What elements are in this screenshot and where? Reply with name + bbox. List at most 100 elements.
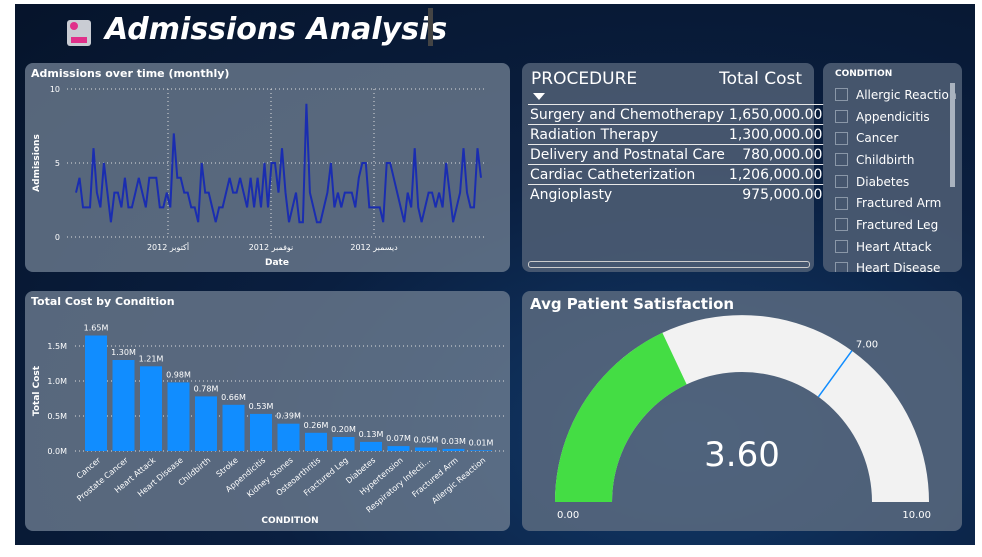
- checkbox[interactable]: [835, 131, 848, 145]
- x-tick-label: نوفمبر 2012: [249, 243, 294, 252]
- checkbox[interactable]: [835, 261, 848, 272]
- procedure-table: Surgery and Chemotherapy 1,650,000.00 Radi…: [528, 104, 825, 204]
- y-tick-label: 1.5M: [47, 342, 67, 351]
- panel-title: Admissions over time (monthly): [31, 67, 230, 80]
- table-row[interactable]: Delivery and Postnatal Care 780,000.00: [528, 144, 825, 165]
- y-axis-title: Admissions: [32, 134, 42, 192]
- y-tick-label: 5: [55, 159, 60, 168]
- slicer-item-label: Fractured Arm: [856, 196, 942, 211]
- checkbox[interactable]: [835, 110, 848, 124]
- data-label: 0.05M: [414, 436, 439, 445]
- slicer-item[interactable]: Childbirth: [835, 149, 956, 171]
- checkbox[interactable]: [835, 218, 848, 232]
- bar: [442, 448, 465, 451]
- admissions-line-panel[interactable]: Admissions over time (monthly) 0 5 10 أكتوب…: [25, 63, 510, 272]
- column-header-total-cost[interactable]: Total Cost: [719, 69, 802, 89]
- data-label: 1.65M: [84, 324, 109, 333]
- gauge-min-label: 0.00: [557, 510, 579, 521]
- data-label: 0.01M: [469, 438, 494, 447]
- gauge-fill: [555, 332, 687, 502]
- table-row[interactable]: Radiation Therapy 1,300,000.00: [528, 124, 825, 145]
- panel-title: Avg Patient Satisfaction: [530, 295, 735, 313]
- bar: [167, 382, 190, 451]
- data-label: 0.66M: [221, 393, 246, 402]
- bar: [332, 437, 355, 451]
- page-title: Admissions Analysis: [105, 12, 448, 47]
- checkbox[interactable]: [835, 175, 848, 189]
- checkbox[interactable]: [835, 88, 848, 102]
- column-header-procedure[interactable]: PROCEDURE: [531, 69, 638, 89]
- admissions-line-chart: 0 5 10 أكتوبر 2012 نوفمبر 2012 ديسمبر 2012 Dat…: [32, 85, 485, 268]
- slicer-item-label: Heart Disease: [856, 261, 941, 272]
- vertical-scrollbar[interactable]: [950, 83, 955, 187]
- bar: [305, 432, 327, 451]
- checkbox[interactable]: [835, 196, 848, 210]
- y-tick-label: 0: [55, 233, 60, 242]
- total-cost-cell: 1,650,000.00: [726, 104, 825, 125]
- data-label: 0.20M: [331, 425, 356, 434]
- data-label: 0.13M: [359, 430, 384, 439]
- slicer-item-label: Allergic Reaction: [856, 87, 957, 102]
- data-label: 0.03M: [441, 437, 466, 446]
- slicer-item[interactable]: Heart Attack: [835, 236, 956, 258]
- procedure-cell: Cardiac Catheterization: [528, 164, 727, 185]
- procedure-cell: Delivery and Postnatal Care: [528, 144, 727, 165]
- bar: [250, 413, 272, 451]
- target-label: 7.00: [856, 340, 878, 351]
- bar: [222, 404, 245, 451]
- gauge-max-label: 10.00: [902, 510, 931, 521]
- cost-bar-panel[interactable]: Total Cost by Condition 0.0M 0.5M 1.0M 1.5M…: [25, 291, 510, 531]
- y-tick-label: 0.0M: [47, 447, 67, 456]
- bar: [415, 447, 437, 451]
- hospital-icon: [67, 20, 91, 46]
- bar: [195, 396, 217, 451]
- slicer-item[interactable]: Allergic Reaction: [835, 84, 956, 106]
- panel-title: Total Cost by Condition: [31, 295, 175, 308]
- x-tick-label: ديسمبر 2012: [350, 243, 398, 252]
- checkbox[interactable]: [835, 153, 848, 167]
- table-row[interactable]: Surgery and Chemotherapy 1,650,000.00: [528, 104, 825, 125]
- slicer-item[interactable]: Appendicitis: [835, 106, 956, 128]
- data-label: 0.39M: [276, 412, 301, 421]
- slicer-item[interactable]: Cancer: [835, 127, 956, 149]
- procedure-cell: Radiation Therapy: [528, 124, 727, 145]
- bar: [387, 446, 410, 451]
- slicer-item[interactable]: Heart Disease: [835, 258, 956, 272]
- sort-arrow-icon[interactable]: [533, 93, 545, 100]
- procedure-cell: Angioplasty: [528, 184, 727, 204]
- checkbox[interactable]: [835, 240, 848, 254]
- x-axis-title: Date: [265, 258, 289, 268]
- slicer-item[interactable]: Fractured Arm: [835, 192, 956, 214]
- total-cost-cell: 1,300,000.00: [726, 124, 825, 145]
- data-label: 0.07M: [386, 434, 411, 443]
- y-tick-label: 0.5M: [47, 412, 67, 421]
- total-cost-cell: 1,206,000.00: [726, 164, 825, 185]
- slicer-item-label: Heart Attack: [856, 239, 932, 254]
- slicer-item[interactable]: Diabetes: [835, 171, 956, 193]
- satisfaction-gauge-panel: Avg Patient Satisfaction 7.00 3.60 0.00 10.…: [522, 291, 962, 531]
- table-row[interactable]: Cardiac Catheterization 1,206,000.00: [528, 164, 825, 185]
- data-label: 1.21M: [139, 354, 164, 363]
- bar: [360, 441, 382, 451]
- table-row[interactable]: Angioplasty 975,000.00: [528, 184, 825, 204]
- slicer-title: CONDITION: [835, 69, 893, 79]
- x-tick-label: أكتوبر 2012: [147, 242, 189, 252]
- bar: [470, 450, 492, 451]
- gauge-value: 3.60: [704, 435, 780, 475]
- bar: [140, 366, 162, 451]
- horizontal-scrollbar[interactable]: [528, 261, 810, 268]
- x-tick-label: Stroke: [214, 456, 239, 479]
- data-label: 0.53M: [249, 402, 274, 411]
- y-axis-title: Total Cost: [32, 365, 42, 416]
- slicer-item[interactable]: Fractured Leg: [835, 214, 956, 236]
- bar: [277, 423, 300, 451]
- slicer-item-label: Diabetes: [856, 174, 910, 189]
- gauge-target-marker: [817, 350, 853, 398]
- y-tick-label: 1.0M: [47, 377, 67, 386]
- bar: [112, 360, 135, 451]
- data-label: 0.98M: [166, 370, 191, 379]
- divider: [428, 8, 433, 46]
- slicer-item-label: Appendicitis: [856, 109, 930, 124]
- gauge-chart: 7.00 3.60 0.00 10.00: [555, 315, 931, 521]
- slicer-item-label: Childbirth: [856, 152, 915, 167]
